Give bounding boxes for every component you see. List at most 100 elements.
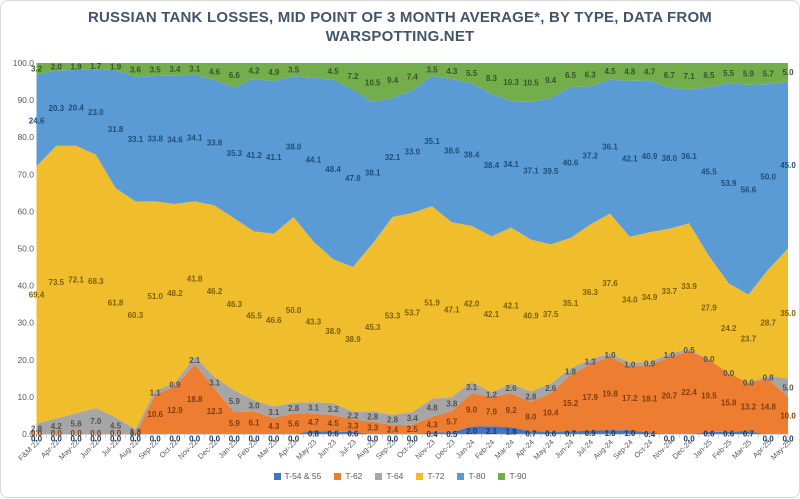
chart-legend: T-54 & 55 T-62 T-64 T-72 T-80 T-90 — [1, 471, 799, 481]
data-label-T-72: 42.1 — [503, 301, 519, 310]
data-label-T-80: 45.5 — [701, 167, 717, 176]
data-label-T-72: 24.2 — [721, 324, 737, 333]
data-label-T-72: 34.0 — [622, 296, 638, 305]
data-label-T-72: 61.8 — [108, 299, 124, 308]
x-axis-label: Mar-25 — [730, 438, 753, 461]
data-label-T-72: 33.9 — [681, 282, 697, 291]
data-label-T-90: 4.5 — [604, 67, 616, 76]
data-label-T-62: 8.0 — [525, 412, 537, 421]
data-label-T-62: 18.8 — [187, 395, 203, 404]
area-T-64 — [36, 349, 788, 434]
area-T-62 — [36, 350, 788, 434]
data-label-T-64: 2.8 — [288, 404, 300, 413]
data-label-T-72: 51.0 — [147, 292, 163, 301]
data-label-T-64: 2.6 — [545, 384, 557, 393]
data-label-T-80: 53.9 — [721, 179, 737, 188]
y-axis-tick-label: 0.0 — [22, 429, 34, 439]
data-label-T-64: 4.2 — [51, 422, 63, 431]
data-label-T-72: 35.0 — [780, 309, 796, 318]
y-axis-tick-label: 40.0 — [17, 281, 34, 291]
data-label-T-62: 10.6 — [147, 410, 163, 419]
data-label-T-64: 4.5 — [110, 422, 122, 431]
data-label-T-80: 23.0 — [88, 108, 104, 117]
area-T-72 — [36, 145, 788, 430]
data-label-T-72: 23.7 — [741, 334, 757, 343]
area-T-90 — [36, 63, 788, 102]
data-label-T-90: 7.2 — [347, 72, 359, 81]
data-label-T-80: 41.1 — [266, 153, 282, 162]
data-label-T-72: 42.0 — [464, 300, 480, 309]
legend-item-T-62: T-62 — [334, 471, 362, 481]
data-label-T-72: 51.9 — [424, 298, 440, 307]
data-label-T-5455: 0.5 — [446, 430, 458, 439]
data-label-T-5455: 0.0 — [150, 434, 162, 443]
data-label-T-64: 3.4 — [407, 414, 419, 423]
data-label-T-62: 15.8 — [721, 398, 737, 407]
data-label-T-80: 33.8 — [147, 135, 163, 144]
data-label-T-62: 0.0 — [31, 429, 43, 438]
data-label-T-90: 9.4 — [387, 76, 399, 85]
data-label-T-72: 43.3 — [306, 318, 322, 327]
data-label-T-80: 35.3 — [227, 149, 243, 158]
data-label-T-72: 33.7 — [662, 287, 678, 296]
data-label-T-90: 5.5 — [466, 69, 478, 78]
data-label-T-64: 1.0 — [604, 351, 616, 360]
data-label-T-5455: 0.6 — [703, 430, 715, 439]
data-label-T-90: 5.5 — [723, 69, 735, 78]
legend-label: T-54 & 55 — [284, 471, 322, 481]
y-axis-tick-label: 20.0 — [17, 355, 34, 365]
data-label-T-90: 7.4 — [407, 73, 419, 82]
data-label-T-64: 1.1 — [150, 388, 162, 397]
data-label-T-62: 10.0 — [780, 411, 796, 420]
data-label-T-5455: 0.0 — [31, 434, 43, 443]
data-label-T-80: 34.1 — [187, 134, 203, 143]
data-label-T-72: 38.9 — [325, 327, 341, 336]
data-label-T-80: 36.1 — [602, 143, 618, 152]
data-label-T-90: 9.4 — [545, 76, 557, 85]
data-label-T-72: 50.0 — [286, 306, 302, 315]
data-label-T-80: 38.0 — [662, 154, 678, 163]
data-label-T-62: 19.5 — [701, 391, 717, 400]
data-label-T-5455: 0.0 — [387, 434, 399, 443]
area-T-5455 — [36, 426, 788, 434]
data-label-T-90: 1.9 — [110, 62, 122, 71]
data-label-T-62: 6.1 — [248, 419, 260, 428]
data-label-T-72: 28.7 — [760, 319, 776, 328]
data-label-T-72: 37.5 — [543, 310, 559, 319]
data-label-T-62: 14.8 — [760, 402, 776, 411]
area-T-80 — [36, 69, 788, 295]
data-label-T-62: 2.5 — [407, 425, 419, 434]
legend-item-T-90: T-90 — [498, 471, 526, 481]
data-label-T-5455: 0.8 — [308, 429, 320, 438]
data-label-T-72: 37.6 — [602, 279, 618, 288]
data-label-T-90: 5.9 — [743, 70, 755, 79]
data-label-T-90: 10.3 — [503, 78, 519, 87]
data-label-T-64: 3.1 — [308, 404, 320, 413]
data-label-T-72: 53.7 — [405, 308, 421, 317]
legend-swatch-icon — [273, 472, 281, 480]
data-label-T-5455: 0.6 — [347, 430, 359, 439]
data-label-T-90: 10.5 — [523, 78, 539, 87]
legend-label: T-62 — [345, 471, 363, 481]
legend-label: T-80 — [468, 471, 486, 481]
legend-swatch-icon — [416, 472, 424, 480]
data-label-T-5455: 0.0 — [71, 434, 83, 443]
data-label-T-64: 2.8 — [367, 412, 379, 421]
data-label-T-5455: 0.0 — [367, 434, 379, 443]
data-label-T-64: 3.1 — [209, 378, 221, 387]
data-label-T-5455: 0.4 — [426, 430, 438, 439]
data-label-T-80: 56.6 — [741, 186, 757, 195]
data-label-T-72: 46.3 — [227, 300, 243, 309]
data-label-T-64: 2.8 — [31, 425, 43, 434]
x-axis-label: Feb-25 — [710, 438, 733, 461]
data-label-T-5455: 0.7 — [525, 430, 537, 439]
data-label-T-80: 34.1 — [503, 160, 519, 169]
data-label-T-90: 1.7 — [90, 62, 102, 71]
data-label-T-5455: 1.0 — [604, 429, 616, 438]
data-label-T-64: 2.2 — [347, 411, 359, 420]
data-label-T-62: 5.6 — [288, 419, 300, 428]
data-label-T-5455: 0.0 — [248, 434, 260, 443]
data-label-T-62: 0.0 — [110, 429, 122, 438]
